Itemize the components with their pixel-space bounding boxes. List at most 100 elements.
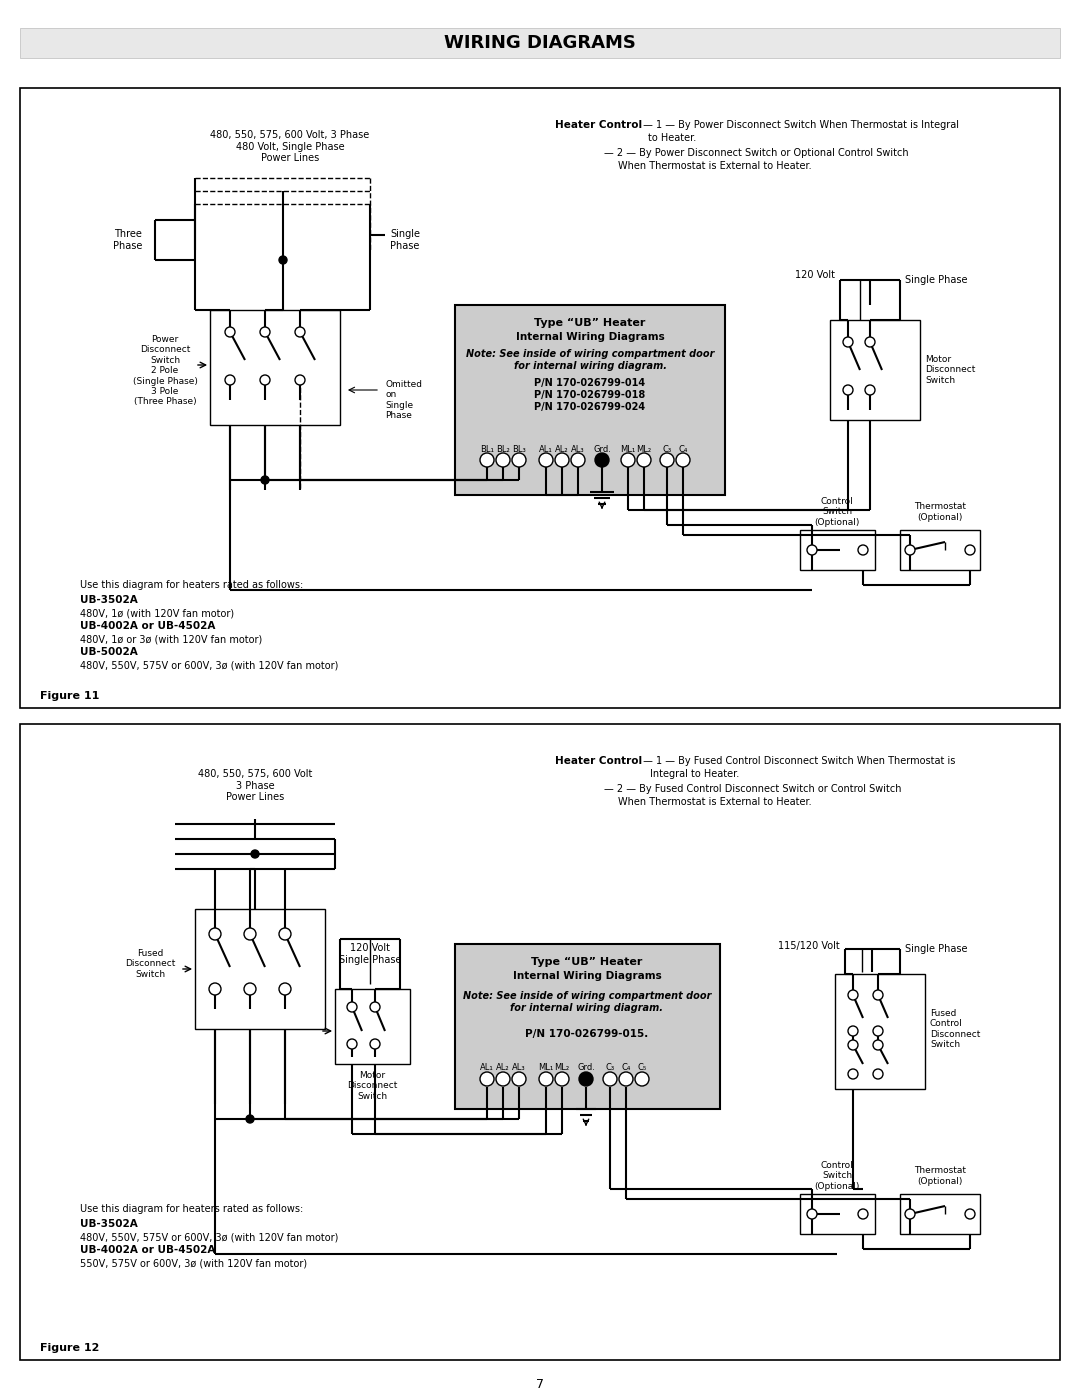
Text: ML₂: ML₂ <box>636 444 651 454</box>
Circle shape <box>603 1071 617 1085</box>
Text: — 1 — By Fused Control Disconnect Switch When Thermostat is: — 1 — By Fused Control Disconnect Switch… <box>640 756 956 766</box>
Text: 480V, 550V, 575V or 600V, 3ø (with 120V fan motor): 480V, 550V, 575V or 600V, 3ø (with 120V … <box>80 1232 338 1242</box>
Text: When Thermostat is External to Heater.: When Thermostat is External to Heater. <box>618 161 812 170</box>
Circle shape <box>571 453 585 467</box>
Bar <box>210 310 340 425</box>
Text: BL₁: BL₁ <box>481 444 494 454</box>
Circle shape <box>595 453 609 467</box>
Text: Heater Control: Heater Control <box>555 756 643 766</box>
Circle shape <box>496 1071 510 1085</box>
Bar <box>195 909 325 1030</box>
Text: ML₁: ML₁ <box>538 1063 554 1073</box>
Circle shape <box>512 453 526 467</box>
Text: Heater Control: Heater Control <box>555 120 643 130</box>
Text: Use this diagram for heaters rated as follows:: Use this diagram for heaters rated as fo… <box>80 580 303 590</box>
Circle shape <box>873 1069 883 1078</box>
Circle shape <box>225 374 235 386</box>
Circle shape <box>480 453 494 467</box>
Text: 550V, 575V or 600V, 3ø (with 120V fan motor): 550V, 575V or 600V, 3ø (with 120V fan mo… <box>80 1259 307 1268</box>
Circle shape <box>660 453 674 467</box>
Text: 7: 7 <box>536 1379 544 1391</box>
Text: Internal Wiring Diagrams: Internal Wiring Diagrams <box>515 332 664 342</box>
Bar <box>455 944 720 1109</box>
Circle shape <box>246 1115 254 1123</box>
Circle shape <box>848 1025 858 1037</box>
Bar <box>21 724 1059 1361</box>
Text: UB-5002A: UB-5002A <box>80 647 138 657</box>
Text: Thermostat
(Optional): Thermostat (Optional) <box>914 503 966 521</box>
Text: BL₂: BL₂ <box>496 444 510 454</box>
Circle shape <box>621 453 635 467</box>
Circle shape <box>858 1208 868 1220</box>
Circle shape <box>347 1002 357 1011</box>
Text: Motor
Disconnect
Switch: Motor Disconnect Switch <box>924 355 975 386</box>
Circle shape <box>873 1039 883 1051</box>
Circle shape <box>244 928 256 940</box>
Circle shape <box>370 1002 380 1011</box>
Text: 115/120 Volt: 115/120 Volt <box>779 942 840 951</box>
Text: Type “UB” Heater: Type “UB” Heater <box>535 319 646 328</box>
Text: Fused
Control
Disconnect
Switch: Fused Control Disconnect Switch <box>930 1009 981 1049</box>
Text: 120 Volt
Single Phase: 120 Volt Single Phase <box>339 943 402 965</box>
Text: AL₁: AL₁ <box>539 444 553 454</box>
Bar <box>21 88 1059 708</box>
Text: Fused
Disconnect
Switch: Fused Disconnect Switch <box>125 949 175 979</box>
Text: 480V, 1ø (with 120V fan motor): 480V, 1ø (with 120V fan motor) <box>80 608 234 617</box>
Text: UB-3502A: UB-3502A <box>80 595 138 605</box>
Text: Grd.: Grd. <box>577 1063 595 1073</box>
Circle shape <box>848 990 858 1000</box>
Bar <box>455 305 725 495</box>
Text: Grd.: Grd. <box>593 444 611 454</box>
Text: 480V, 1ø or 3ø (with 120V fan motor): 480V, 1ø or 3ø (with 120V fan motor) <box>80 634 262 644</box>
Circle shape <box>260 327 270 337</box>
Circle shape <box>512 1071 526 1085</box>
Text: AL₂: AL₂ <box>555 444 569 454</box>
Text: AL₃: AL₃ <box>571 444 584 454</box>
Text: Motor
Disconnect
Switch: Motor Disconnect Switch <box>347 1071 397 1101</box>
Circle shape <box>347 1039 357 1049</box>
Text: C₄: C₄ <box>678 444 688 454</box>
Text: AL₂: AL₂ <box>496 1063 510 1073</box>
Bar <box>831 320 920 420</box>
Text: UB-3502A: UB-3502A <box>80 1220 138 1229</box>
Text: — 1 — By Power Disconnect Switch When Thermostat is Integral: — 1 — By Power Disconnect Switch When Th… <box>640 120 959 130</box>
Text: AL₃: AL₃ <box>512 1063 526 1073</box>
Circle shape <box>865 337 875 346</box>
Bar <box>900 1194 980 1234</box>
Circle shape <box>619 1071 633 1085</box>
Text: UB-4002A or UB-4502A: UB-4002A or UB-4502A <box>80 622 215 631</box>
Circle shape <box>370 1039 380 1049</box>
Circle shape <box>496 453 510 467</box>
Text: — 2 — By Fused Control Disconnect Switch or Control Switch: — 2 — By Fused Control Disconnect Switch… <box>604 784 902 793</box>
Circle shape <box>225 327 235 337</box>
Text: to Heater.: to Heater. <box>648 133 697 142</box>
Circle shape <box>210 928 221 940</box>
Circle shape <box>210 983 221 995</box>
Text: Single Phase: Single Phase <box>905 944 968 954</box>
Circle shape <box>555 1071 569 1085</box>
Circle shape <box>848 1039 858 1051</box>
Text: C₃: C₃ <box>662 444 672 454</box>
Circle shape <box>807 1208 816 1220</box>
Text: C₄: C₄ <box>621 1063 631 1073</box>
Text: Control
Switch
(Optional): Control Switch (Optional) <box>814 1161 860 1190</box>
Circle shape <box>905 545 915 555</box>
Bar <box>835 974 924 1090</box>
Text: 120 Volt: 120 Volt <box>795 270 835 279</box>
Circle shape <box>843 386 853 395</box>
Text: 480V, 550V, 575V or 600V, 3ø (with 120V fan motor): 480V, 550V, 575V or 600V, 3ø (with 120V … <box>80 659 338 671</box>
Circle shape <box>635 1071 649 1085</box>
Text: Use this diagram for heaters rated as follows:: Use this diagram for heaters rated as fo… <box>80 1204 303 1214</box>
Text: Note: See inside of wiring compartment door
for internal wiring diagram.: Note: See inside of wiring compartment d… <box>465 349 714 370</box>
Text: Figure 12: Figure 12 <box>40 1343 99 1354</box>
Text: BL₃: BL₃ <box>512 444 526 454</box>
Text: — 2 — By Power Disconnect Switch or Optional Control Switch: — 2 — By Power Disconnect Switch or Opti… <box>604 148 908 158</box>
Circle shape <box>260 374 270 386</box>
Text: Control
Switch
(Optional): Control Switch (Optional) <box>814 497 860 527</box>
Circle shape <box>261 476 269 483</box>
Text: Thermostat
(Optional): Thermostat (Optional) <box>914 1166 966 1186</box>
Text: Internal Wiring Diagrams: Internal Wiring Diagrams <box>513 971 661 981</box>
Circle shape <box>539 453 553 467</box>
Text: ML₁: ML₁ <box>620 444 636 454</box>
Circle shape <box>873 1025 883 1037</box>
